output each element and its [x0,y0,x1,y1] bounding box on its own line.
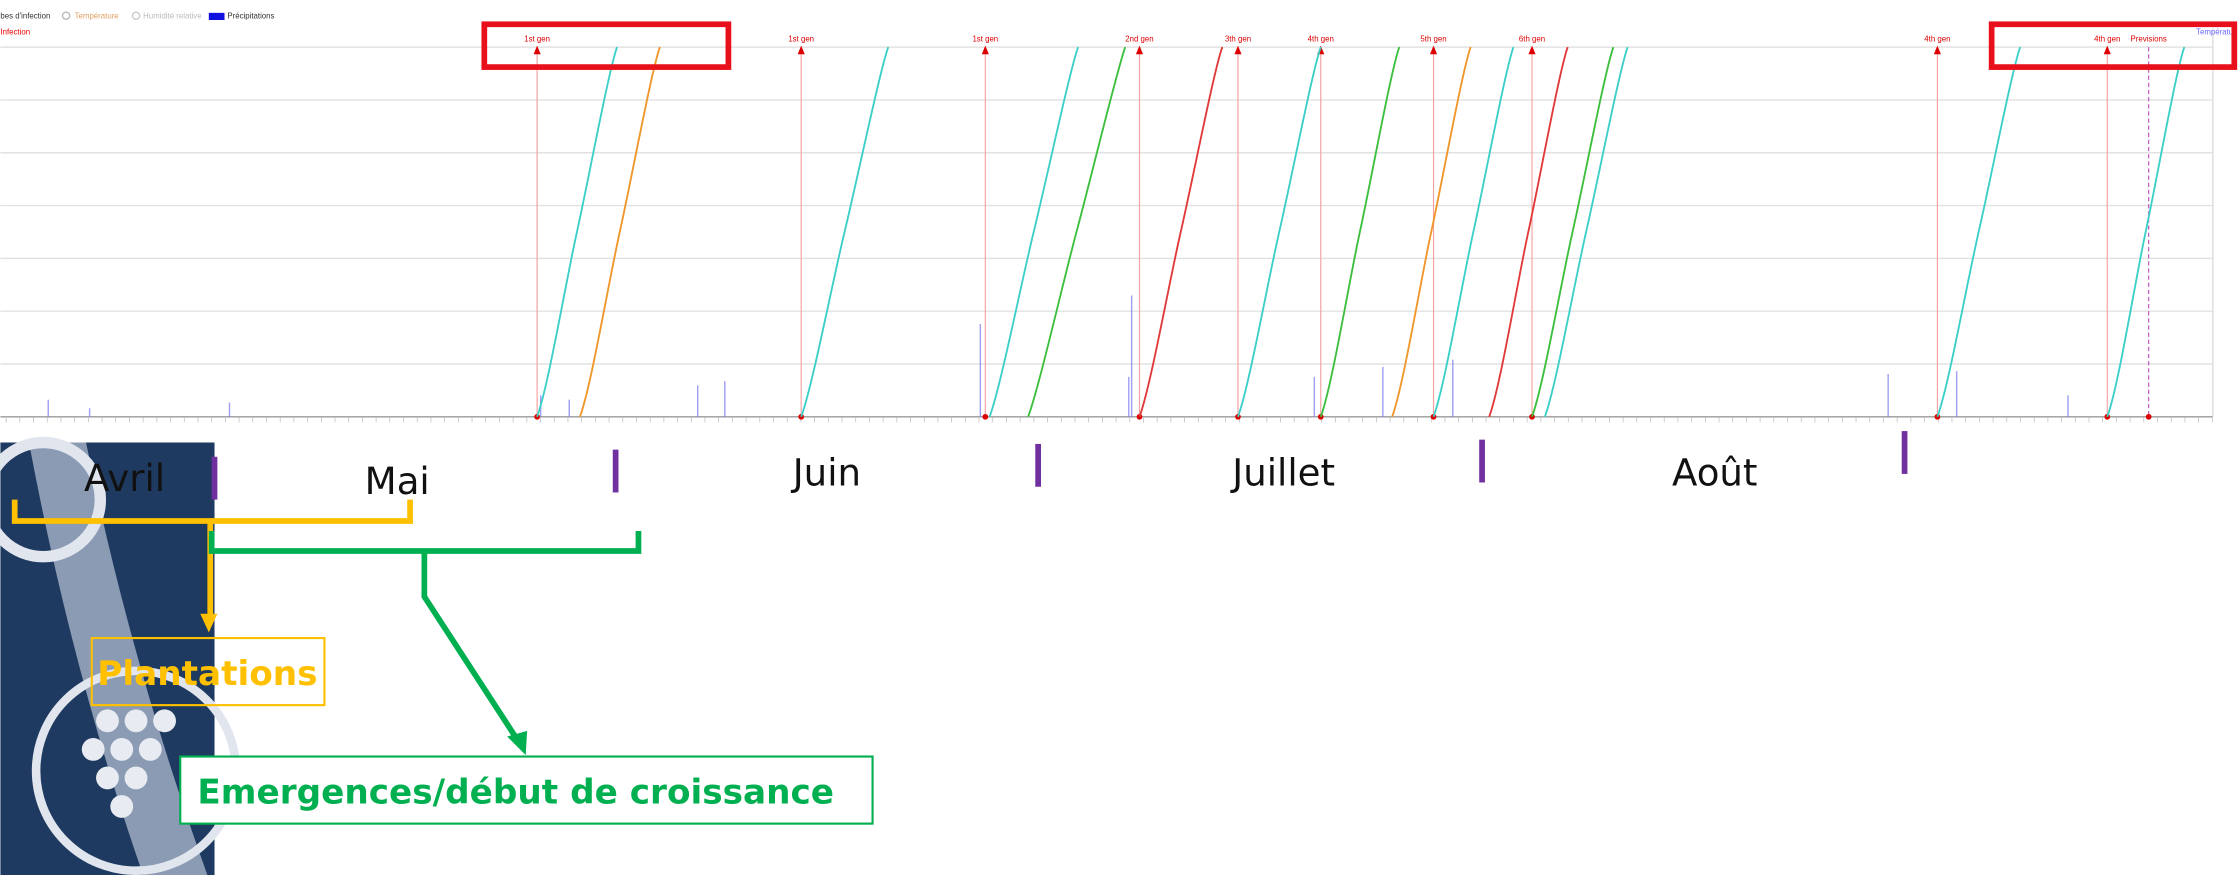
legend-icon [208,12,225,20]
generation-arrow [797,45,805,55]
precip-bar [1955,371,1958,417]
development-curve [1531,46,1615,418]
forecast-dot [2145,413,2152,420]
development-curve [579,46,661,418]
legend-infection: Infection [0,27,30,36]
legend-label: bes d'infection [0,12,50,21]
precip-bar [568,399,570,417]
development-curve [1027,46,1127,418]
precip-bar [979,324,982,417]
month-separator [211,456,218,500]
generation-label: 3th gen [1225,34,1251,43]
month-label: Juillet [1230,451,1335,494]
background-decor [0,436,241,875]
precip-bar [1130,295,1133,417]
generation-dot [982,413,989,420]
generation-arrow [1429,45,1438,55]
legend: bes d'infection Température Humidité rel… [0,11,2236,36]
precip-bar [1128,376,1130,417]
highlight-box [481,21,732,70]
precip-bar [1452,359,1454,417]
precip-bar [724,381,726,417]
month-label: Juin [791,451,861,494]
month-separator [612,449,619,493]
legend-label: Humidité relative [143,12,202,21]
annotation-box [179,755,874,825]
generation-label: 4th gen [2094,34,2120,43]
legend-right: Températur [2196,27,2236,36]
generation-label: 5th gen [1420,34,1446,43]
precip-bar [47,399,49,417]
annotation-plantations: Plantations [97,654,317,694]
generation-label: 2nd gen [1125,34,1153,43]
generation-arrow [1528,45,1536,55]
development-curve [1237,46,1322,418]
generation-label: 6th gen [1519,34,1545,43]
development-curve [1488,46,1569,418]
development-curve [1319,46,1401,418]
month-label: Août [1672,451,1758,494]
development-curve [1391,46,1472,418]
development-curve [1936,46,2022,418]
generation-arrow [1234,45,1242,55]
generation-label: 1st gen [524,34,550,43]
development-curve [988,46,1079,418]
precip-bar [2067,395,2069,417]
arrow-head [507,730,528,756]
development-curve [1138,46,1224,418]
legend-icon [61,11,71,20]
development-curve [1432,46,1515,418]
development-curve [800,46,890,418]
legend-label: Précipitations [227,12,274,21]
generation-label: 4th gen [1924,34,1950,43]
legend-icon [131,11,141,20]
precip-bar [1382,366,1384,417]
month-separator [1035,443,1041,487]
generation-arrow [1135,45,1144,55]
development-curve [1543,46,1629,418]
generation-arrow [533,45,541,55]
development-curve [2106,46,2186,418]
precip-bar [88,408,91,417]
chart-screenshot [0,28,2214,423]
annotation-emergences: Emergences/début de croissance [197,773,834,813]
month-label: Avril [84,457,165,500]
legend-label: Température [75,12,120,21]
month-separator [1479,439,1485,483]
month-label: Mai [365,460,430,503]
generation-label: 1st gen [972,34,998,43]
arrow-head [200,613,218,633]
annotation-box [90,636,326,707]
generation-label: 1st gen [788,34,814,43]
emergence-bracket [208,530,642,741]
precip-bar [1313,376,1316,417]
month-separator [1901,431,1908,474]
generation-arrow [2103,45,2111,55]
precip-bar [696,385,699,417]
highlight-box [1988,21,2238,70]
generation-arrow [981,45,989,55]
forecast-label: Previsions [2131,34,2167,43]
generation-arrow [1933,45,1941,55]
development-curve [536,46,618,418]
generation-label: 4th gen [1308,34,1334,43]
precip-bar [228,402,231,417]
precip-bar [1887,373,1889,417]
